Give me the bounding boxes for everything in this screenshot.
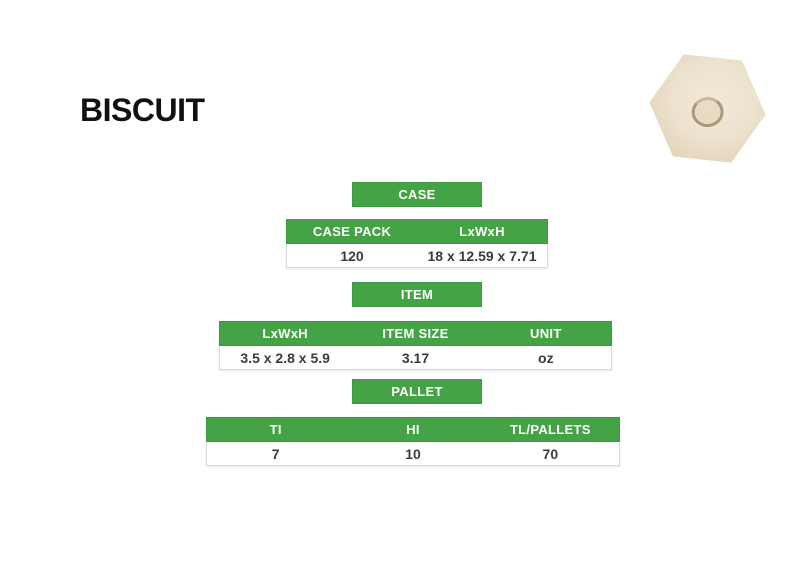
value-item-unit: oz [538, 349, 554, 366]
section-label-pallet: PALLET [352, 379, 482, 404]
column-header-ti: TI [269, 422, 282, 437]
column-header-item-size: ITEM SIZE [382, 326, 449, 341]
pallet-table-value-row: 7 10 70 [206, 442, 620, 466]
item-table: LxWxH ITEM SIZE UNIT 3.5 x 2.8 x 5.9 3.1… [219, 321, 612, 370]
column-header-item-lxwxh: LxWxH [262, 326, 308, 341]
column-header-case-pack: CASE PACK [312, 224, 392, 239]
pallet-table: TI HI TL/PALLETS 7 10 70 [206, 417, 620, 466]
value-item-lxwxh: 3.5 x 2.8 x 5.9 [240, 349, 330, 366]
case-table: CASE PACK LxWxH 120 18 x 12.59 x 7.71 [286, 219, 548, 268]
value-tl-pallets: 70 [542, 445, 559, 462]
value-ti: 7 [271, 445, 280, 462]
value-case-lxwxh: 18 x 12.59 x 7.71 [427, 247, 537, 264]
value-hi: 10 [405, 445, 421, 462]
column-header-tl-pallets: TL/PALLETS [509, 422, 591, 437]
biscuit-hexagon-shape [644, 51, 771, 166]
pallet-table-header-row: TI HI TL/PALLETS [206, 417, 620, 442]
product-image-biscuit [644, 51, 771, 166]
case-table-value-row: 120 18 x 12.59 x 7.71 [286, 244, 548, 268]
column-header-hi: HI [406, 422, 420, 437]
section-label-case: CASE [352, 182, 482, 207]
value-case-pack: 120 [340, 247, 364, 264]
section-label-item: ITEM [352, 282, 482, 307]
column-header-case-lxwxh: LxWxH [459, 224, 505, 239]
case-table-header-row: CASE PACK LxWxH [286, 219, 548, 244]
column-header-item-unit: UNIT [530, 326, 562, 341]
item-table-value-row: 3.5 x 2.8 x 5.9 3.17 oz [219, 346, 612, 370]
item-table-header-row: LxWxH ITEM SIZE UNIT [219, 321, 612, 346]
value-item-size: 3.17 [401, 349, 430, 366]
page-title: BISCUIT [80, 92, 205, 128]
biscuit-ring-imprint [690, 95, 725, 128]
